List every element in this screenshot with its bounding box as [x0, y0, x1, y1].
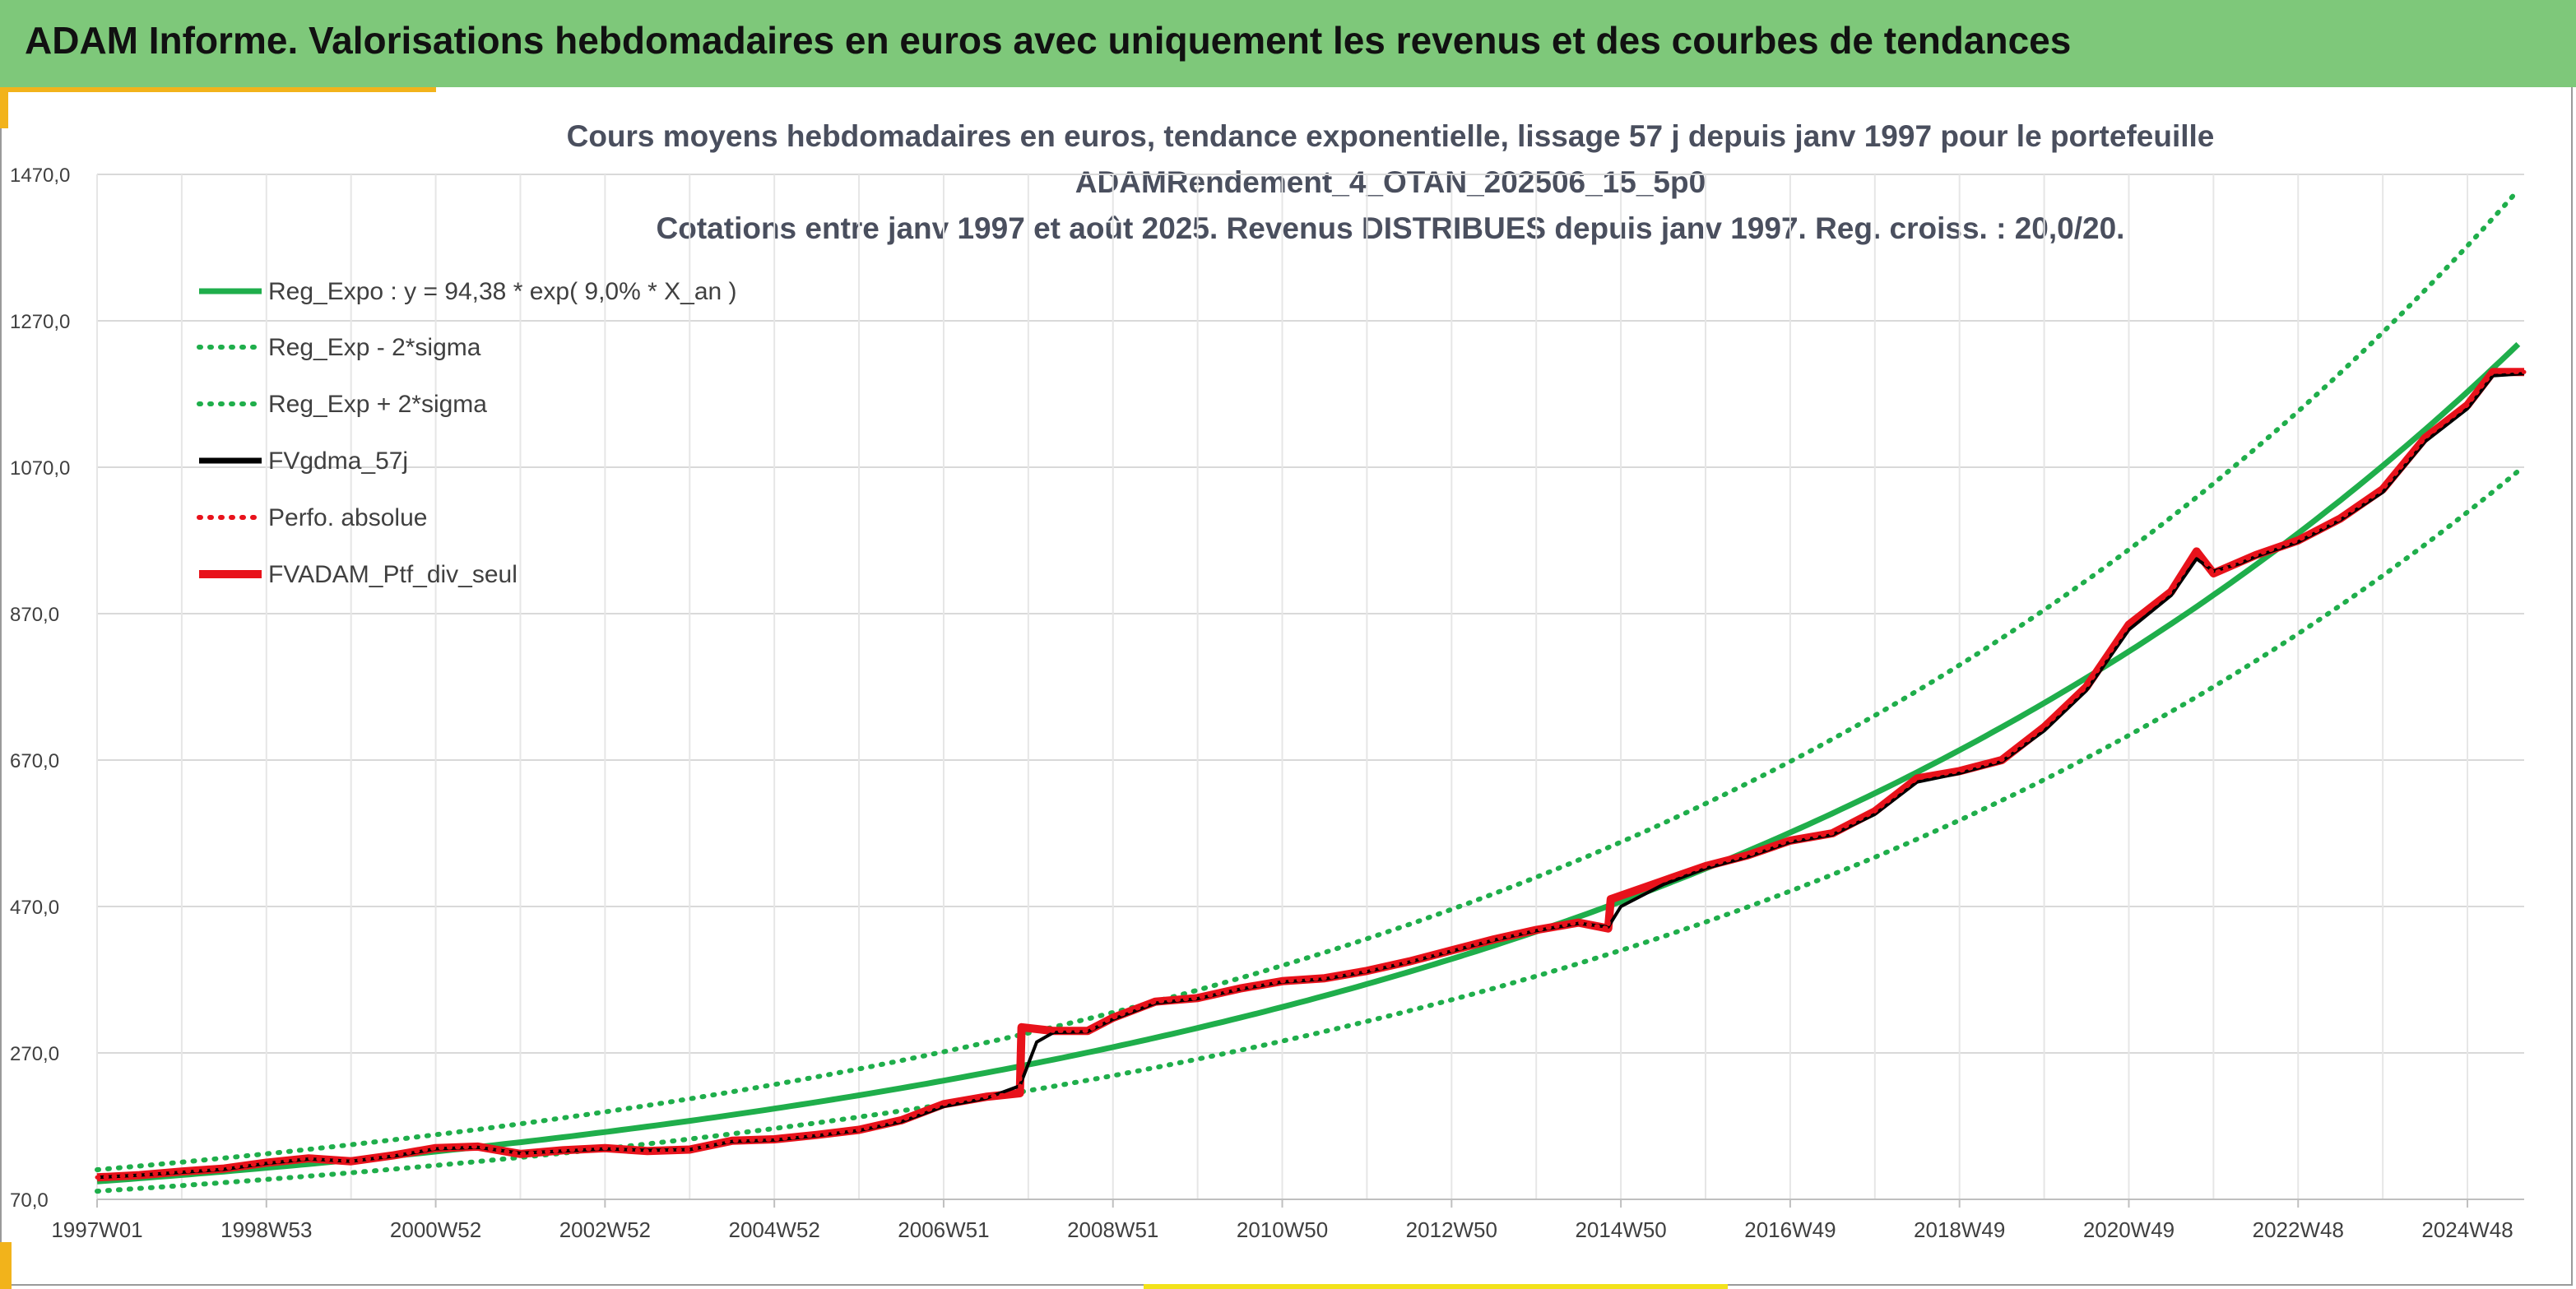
x-tick-label: 1998W53	[220, 1217, 312, 1242]
y-tick-label: 1070,0	[10, 457, 70, 480]
header-band: ADAM Informe. Valorisations hebdomadaire…	[0, 0, 2576, 87]
fvgdma-line	[96, 372, 2525, 1180]
legend-label: Reg_Exp + 2*sigma	[268, 391, 487, 418]
legend: Reg_Expo : y = 94,38 * exp( 9,0% * X_an …	[197, 278, 737, 588]
y-tick-label: 870,0	[10, 604, 59, 626]
x-tick-label: 2010W50	[1237, 1217, 1328, 1242]
x-tick-label: 1997W01	[51, 1217, 142, 1242]
chart-title-line-2: ADAMRendement_4_OTAN_202506_15_5p0	[1074, 165, 1706, 199]
accent-bar-bottom	[1144, 1284, 1728, 1289]
fvadam-ptf-line	[96, 368, 2524, 1182]
legend-label: FVADAM_Ptf_div_seul	[268, 561, 518, 588]
x-tick-label: 2000W52	[390, 1217, 481, 1242]
chart-title-line-3: Cotations entre janv 1997 et août 2025. …	[656, 211, 2125, 245]
reg-exp-plus-2sigma-line	[95, 188, 2521, 1172]
y-tick-label: 470,0	[10, 897, 59, 919]
x-tick-label: 2002W52	[559, 1217, 651, 1242]
x-tick-label: 2008W51	[1067, 1217, 1158, 1242]
x-tick-label: 2022W48	[2253, 1217, 2344, 1242]
x-tick-label: 2020W49	[2083, 1217, 2175, 1242]
x-tick-label: 2016W49	[1744, 1217, 1836, 1242]
y-tick-label: 270,0	[10, 1043, 59, 1065]
y-tick-label: 70,0	[10, 1189, 49, 1212]
page-title: ADAM Informe. Valorisations hebdomadaire…	[25, 19, 2072, 62]
accent-bar-left	[0, 87, 8, 128]
y-tick-label: 670,0	[10, 750, 59, 772]
reg-exp-minus-2sigma-line	[95, 468, 2521, 1194]
y-tick-label: 1470,0	[10, 165, 70, 187]
reg-expo-line	[96, 341, 2521, 1185]
accent-bar-bottom-left	[0, 1242, 12, 1289]
chart-title: Cours moyens hebdomadaires en euros, ten…	[214, 114, 2567, 252]
x-tick-label: 2014W50	[1575, 1217, 1666, 1242]
legend-label: Reg_Exp - 2*sigma	[268, 334, 481, 361]
x-tick-label: 2012W50	[1406, 1217, 1497, 1242]
legend-label: FVgdma_57j	[268, 447, 408, 475]
grid	[96, 174, 2524, 1200]
x-tick-label: 2004W52	[729, 1217, 820, 1242]
perfo-absolue-line	[95, 369, 2527, 1180]
x-tick-label: 2018W49	[1914, 1217, 2005, 1242]
legend-label: Reg_Expo : y = 94,38 * exp( 9,0% * X_an …	[268, 278, 737, 305]
legend-label: Perfo. absolue	[268, 504, 427, 531]
x-tick-label: 2006W51	[898, 1217, 989, 1242]
x-tick-label: 2024W48	[2421, 1217, 2513, 1242]
y-tick-label: 1270,0	[10, 311, 70, 333]
chart-title-line-1: Cours moyens hebdomadaires en euros, ten…	[566, 119, 2215, 153]
series-group	[95, 188, 2527, 1194]
axes: 70,0 270,0 470,0 670,0 870,0 1070,0 1270,0 1470…	[10, 165, 2524, 1242]
accent-bar-top	[0, 87, 436, 92]
